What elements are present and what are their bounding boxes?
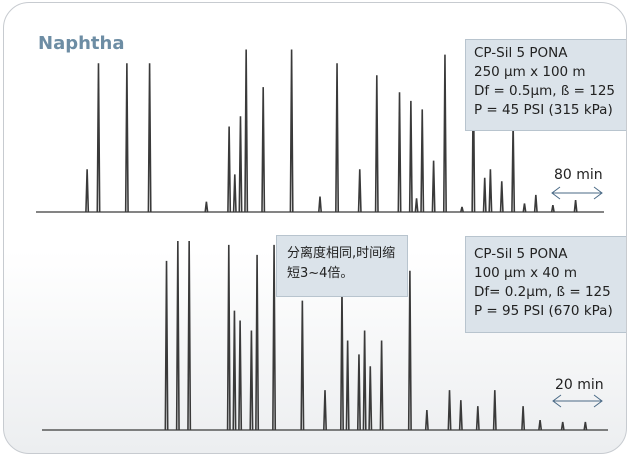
chromatogram-peak xyxy=(96,63,101,213)
top-duration-arrow-icon xyxy=(551,186,603,200)
chromatogram-peak xyxy=(362,330,367,431)
chromatogram-peak xyxy=(164,260,169,431)
chromatogram-peak xyxy=(522,203,527,213)
chromatogram-peak xyxy=(357,169,362,213)
top-column-params: CP-Sil 5 PONA 250 µm x 100 m Df = 0.5µm,… xyxy=(465,39,626,131)
bottom-column-params: CP-Sil 5 PONA 100 µm x 40 m Df= 0.2µm, ß… xyxy=(465,236,626,333)
chromatogram-peak xyxy=(175,240,180,431)
chromatogram-peak xyxy=(345,340,350,431)
chromatogram-peak xyxy=(511,123,516,213)
chromatogram-peak xyxy=(538,419,543,431)
chromatogram-peak xyxy=(573,199,578,213)
chromatogram-peak xyxy=(232,310,237,431)
bottom-chromatogram xyxy=(42,240,608,431)
chromatogram-peak xyxy=(318,196,322,213)
chromatogram-peak xyxy=(499,181,504,213)
chromatogram-card: Naphtha CP-Sil 5 PONA 250 µm x 100 m Df … xyxy=(3,2,627,454)
chromatogram-peak xyxy=(244,49,249,213)
top-duration-label: 80 min xyxy=(554,167,603,183)
chromatogram-peak xyxy=(204,201,209,213)
chromatogram-peak xyxy=(550,205,555,213)
top-param-line: CP-Sil 5 PONA xyxy=(474,45,568,61)
chromatogram-peak xyxy=(374,75,379,213)
chromatogram-peak xyxy=(335,63,340,213)
chromatogram-peak xyxy=(85,169,90,213)
chromatogram-peak xyxy=(431,160,436,213)
top-param-line: Df = 0.5µm, ß = 125 xyxy=(474,83,615,99)
chart-title: Naphtha xyxy=(38,33,125,54)
chromatogram-peak xyxy=(492,390,497,431)
chromatogram-peak xyxy=(238,320,243,431)
bottom-duration-label: 20 min xyxy=(555,377,604,393)
bottom-param-line: P = 95 PSI (670 kPa) xyxy=(474,303,613,319)
chromatogram-chart xyxy=(36,49,608,431)
chromatogram-peak xyxy=(238,116,243,213)
chromatogram-peak xyxy=(379,340,384,431)
chromatogram-peak xyxy=(420,109,425,213)
bottom-param-line: 100 µm x 40 m xyxy=(474,265,577,281)
chromatogram-peak xyxy=(475,406,480,431)
chromatogram-peak xyxy=(460,206,464,213)
chromatogram-peak xyxy=(458,400,463,431)
top-chromatogram xyxy=(36,49,604,213)
chromatogram-peak xyxy=(442,54,447,213)
chromatogram-peak xyxy=(521,406,526,431)
chromatogram-peak xyxy=(300,300,305,431)
chromatogram-peak xyxy=(124,63,129,213)
top-param-line: 250 µm x 100 m xyxy=(474,64,586,80)
chromatogram-peak xyxy=(533,194,538,213)
chromatogram-peak xyxy=(356,354,361,431)
chromatogram-peak xyxy=(255,254,260,431)
chromatogram-peak xyxy=(272,244,277,431)
chromatogram-peak xyxy=(583,421,588,431)
chromatogram-peak xyxy=(227,126,232,213)
chromatogram-peak xyxy=(368,366,373,431)
chromatogram-peak xyxy=(488,169,493,213)
chromatogram-peak xyxy=(226,244,231,431)
chromatogram-peak xyxy=(560,421,565,431)
chromatogram-peak xyxy=(482,177,487,213)
chromatogram-peak xyxy=(424,410,429,431)
bottom-param-line: CP-Sil 5 PONA xyxy=(474,246,568,262)
chromatogram-peak xyxy=(323,390,327,431)
chromatogram-peak xyxy=(397,92,402,213)
chromatogram-peak xyxy=(289,49,294,213)
chromatogram-peak xyxy=(447,390,452,431)
chromatogram-peak xyxy=(249,330,254,431)
chromatogram-peak xyxy=(147,63,152,213)
chromatogram-peak xyxy=(339,286,344,431)
chromatogram-peak xyxy=(232,174,237,213)
bottom-param-line: Df= 0.2µm, ß = 125 xyxy=(474,284,611,300)
top-param-line: P = 45 PSI (315 kPa) xyxy=(474,102,613,118)
chromatogram-peak xyxy=(261,87,266,213)
chromatogram-peak xyxy=(408,100,413,213)
chromatogram-peak xyxy=(407,270,412,431)
chromatogram-peak xyxy=(414,198,419,213)
comparison-note: 分离度相同,时间缩短3~4倍。 xyxy=(276,235,408,297)
chromatogram-peak xyxy=(187,240,192,431)
bottom-duration-arrow-icon xyxy=(552,394,603,408)
